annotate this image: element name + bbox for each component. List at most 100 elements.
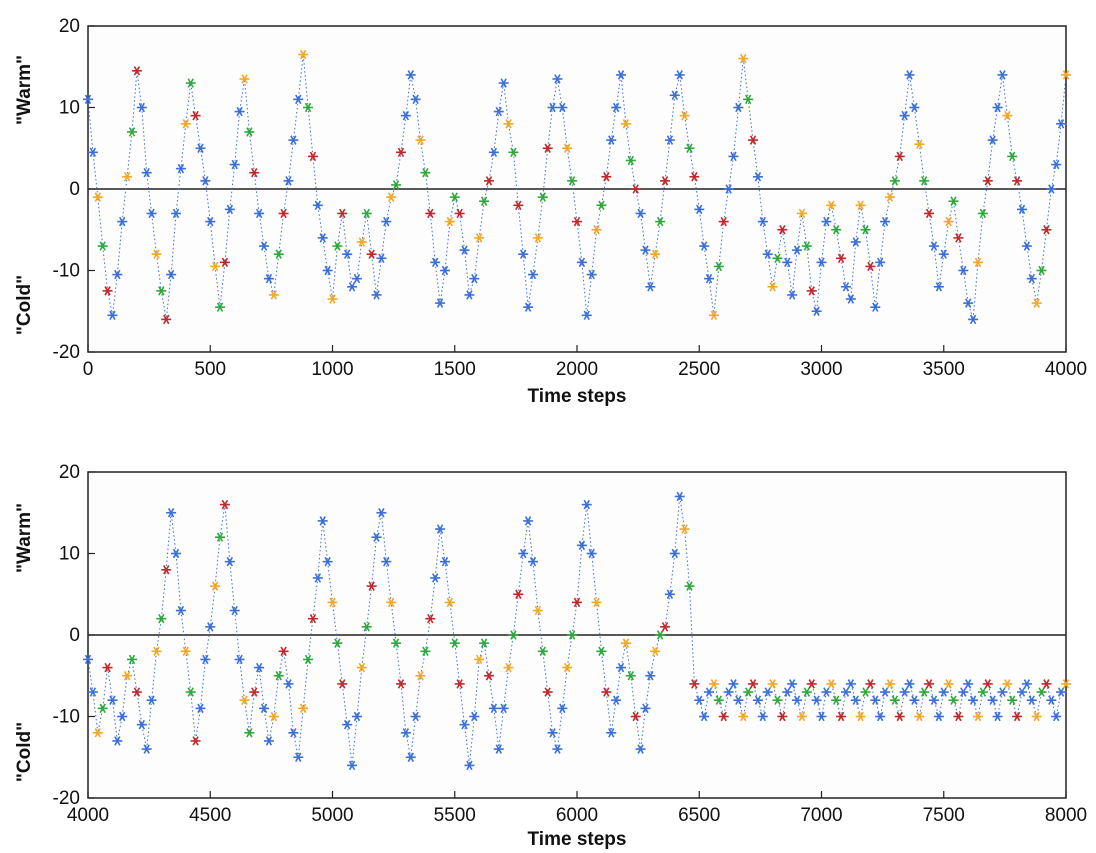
data-point	[928, 695, 939, 705]
data-point	[576, 540, 587, 551]
data-point	[625, 671, 636, 681]
data-point	[166, 269, 177, 280]
data-point	[151, 249, 162, 259]
data-point	[806, 286, 817, 296]
data-point	[738, 53, 749, 64]
data-point	[361, 208, 372, 219]
data-point	[312, 200, 323, 211]
data-point	[303, 654, 314, 665]
data-point	[748, 679, 759, 689]
data-point	[655, 630, 666, 640]
data-point	[953, 233, 964, 243]
data-point	[660, 622, 671, 632]
data-point	[1002, 110, 1013, 121]
data-point	[723, 184, 734, 194]
data-point	[312, 573, 323, 583]
data-point	[591, 597, 602, 608]
data-point	[278, 208, 289, 219]
data-point	[728, 679, 739, 689]
data-point	[664, 589, 675, 599]
data-point	[547, 728, 558, 738]
x-tick-label: 6500	[678, 805, 720, 826]
data-point	[469, 711, 480, 722]
data-point	[459, 719, 470, 730]
data-point	[430, 257, 441, 268]
data-point	[307, 613, 318, 624]
data-point	[982, 176, 993, 186]
data-point	[244, 728, 255, 738]
data-point	[782, 687, 793, 697]
data-point	[831, 225, 842, 235]
data-point	[860, 225, 871, 235]
y-axis-title-warm: "Warm"	[14, 55, 35, 125]
data-point	[572, 597, 582, 608]
data-point	[415, 671, 426, 681]
data-point	[914, 711, 925, 722]
y-tick-label: -10	[53, 707, 80, 728]
data-point	[620, 119, 631, 129]
data-point	[386, 597, 397, 608]
data-point	[493, 106, 504, 117]
data-point	[405, 70, 416, 80]
data-point	[146, 208, 157, 219]
data-point	[435, 298, 446, 308]
data-point	[356, 237, 367, 247]
data-point	[601, 687, 612, 697]
data-point	[596, 646, 607, 657]
data-point	[288, 728, 299, 738]
data-point	[117, 711, 128, 722]
data-point	[224, 556, 235, 567]
data-point	[708, 310, 719, 321]
data-point	[151, 646, 162, 657]
data-point	[899, 110, 910, 121]
data-point	[826, 200, 837, 211]
data-point	[356, 662, 367, 673]
data-point	[425, 613, 436, 624]
data-point	[449, 638, 460, 648]
data-point	[1036, 265, 1047, 276]
data-point	[870, 695, 881, 705]
data-point	[361, 622, 372, 632]
data-point	[166, 508, 177, 518]
x-tick-label: 1500	[434, 359, 476, 380]
data-point	[806, 679, 817, 689]
x-tick-label: 7500	[923, 805, 965, 826]
data-point	[875, 711, 886, 722]
data-point	[474, 654, 485, 665]
data-point	[381, 556, 392, 567]
data-point	[547, 102, 558, 113]
data-point	[620, 638, 631, 648]
data-point	[200, 654, 211, 665]
data-point	[527, 269, 538, 280]
data-point	[562, 662, 573, 673]
data-point	[127, 654, 138, 665]
data-point	[92, 192, 103, 202]
data-point	[880, 216, 891, 227]
data-point	[395, 679, 406, 689]
data-point	[542, 143, 553, 153]
data-point	[107, 695, 118, 705]
data-point	[244, 127, 255, 137]
data-point	[219, 499, 230, 510]
data-point	[366, 249, 377, 259]
data-point	[439, 265, 450, 276]
data-point	[283, 176, 294, 186]
data-point	[317, 516, 328, 526]
data-point	[684, 581, 695, 591]
data-point	[366, 581, 377, 591]
data-point	[268, 711, 279, 722]
data-point	[332, 638, 343, 648]
data-point	[640, 703, 651, 714]
data-point	[616, 70, 627, 80]
data-point	[718, 216, 729, 227]
data-point	[581, 310, 592, 321]
data-point	[1036, 687, 1047, 697]
data-point	[425, 208, 436, 219]
data-point	[537, 646, 548, 657]
x-tick-label: 2000	[556, 359, 598, 380]
x-tick-label: 3500	[923, 359, 965, 380]
data-point	[1016, 204, 1027, 215]
data-point	[904, 679, 915, 689]
data-point	[777, 711, 788, 722]
